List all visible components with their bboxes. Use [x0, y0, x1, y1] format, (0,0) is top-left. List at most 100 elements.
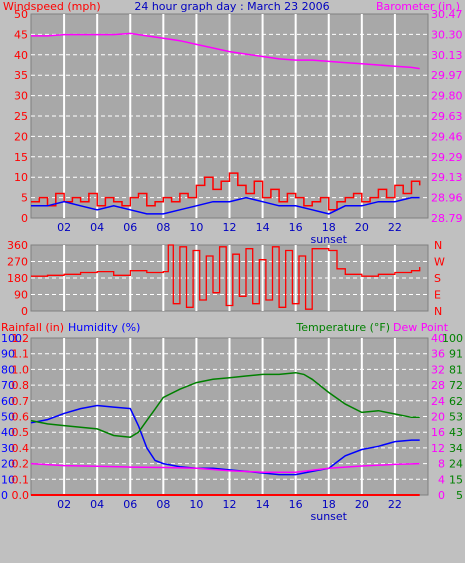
humidity-axis-title: Humidity (%) [68, 321, 140, 334]
climate-xtick-18: 18 [322, 498, 336, 511]
direction-ytick-0: 0 [21, 305, 28, 318]
climate-xtick-08: 08 [156, 498, 170, 511]
rain-ytick-9: 1.1 [12, 348, 30, 361]
wind-xtick-12: 12 [223, 221, 237, 234]
wind-ytick-35: 35 [14, 69, 28, 82]
wind-xtick-08: 08 [156, 221, 170, 234]
direction-compass-n-0: N [434, 239, 442, 252]
dew-ytick-4: 4 [438, 473, 445, 486]
wind-ytick-25: 25 [14, 110, 28, 123]
dew-ytick-0: 0 [438, 489, 445, 502]
dewpoint-axis-title: Dew Point [393, 321, 449, 334]
barometer-series-line [31, 32, 420, 70]
temp-ytick-100: 100 [442, 332, 463, 345]
baro-ytick-30.47: 30.47 [431, 8, 463, 21]
direction-compass-w-1: W [434, 256, 445, 269]
dew-ytick-16: 16 [431, 426, 445, 439]
rain-ytick-10: 1.2 [12, 332, 30, 345]
wind-ytick-10: 10 [14, 171, 28, 184]
rain-ytick-7: 0.8 [12, 379, 30, 392]
wind-sunset-label: sunset [311, 233, 348, 246]
dew-ytick-20: 20 [431, 411, 445, 424]
wind-ytick-20: 20 [14, 130, 28, 143]
wind-ytick-45: 45 [14, 28, 28, 41]
dew-point-series-line [30, 462, 420, 473]
humidity-ytick-70: 70 [1, 379, 15, 392]
climate-xtick-04: 04 [90, 498, 104, 511]
rain-ytick-3: 0.4 [12, 442, 30, 455]
humidity-ytick-80: 80 [1, 363, 15, 376]
rain-ytick-4: 0.5 [12, 426, 30, 439]
rain-ytick-2: 0.2 [12, 458, 30, 471]
climate-xtick-16: 16 [289, 498, 303, 511]
wind-ytick-15: 15 [14, 151, 28, 164]
wind-xtick-14: 14 [256, 221, 270, 234]
baro-ytick-29.46: 29.46 [431, 130, 463, 143]
baro-ytick-28.79: 28.79 [431, 212, 463, 225]
temp-ytick-15: 15 [449, 473, 463, 486]
climate-xtick-12: 12 [223, 498, 237, 511]
direction-compass-s-2: S [434, 272, 441, 285]
humidity-ytick-10: 10 [1, 473, 15, 486]
chart-title: 24 hour graph day : March 23 2006 [134, 0, 329, 13]
wind-ytick-40: 40 [14, 49, 28, 62]
temperature-series-line [30, 371, 420, 438]
rain-ytick-1: 0.1 [12, 473, 30, 486]
temp-ytick-81: 81 [449, 363, 463, 376]
temp-ytick-43: 43 [449, 426, 463, 439]
direction-compass-e-3: E [434, 289, 441, 302]
baro-ytick-30.30: 30.30 [431, 28, 463, 41]
humidity-ytick-40: 40 [1, 426, 15, 439]
humidity-series-line [30, 404, 420, 476]
baro-ytick-29.29: 29.29 [431, 151, 463, 164]
humidity-ytick-90: 90 [1, 348, 15, 361]
gust-series-line [31, 196, 420, 215]
wind-direction-series-line [31, 244, 421, 310]
wind-ytick-0: 0 [21, 212, 28, 225]
climate-xtick-22: 22 [388, 498, 402, 511]
direction-ytick-180: 180 [7, 272, 28, 285]
wind-xtick-20: 20 [355, 221, 369, 234]
climate-xtick-02: 02 [57, 498, 71, 511]
rain-ytick-5: 0.6 [12, 411, 30, 424]
baro-ytick-29.80: 29.80 [431, 90, 463, 103]
humidity-ytick-0: 0 [1, 489, 8, 502]
dew-ytick-28: 28 [431, 379, 445, 392]
rain-ytick-6: 0.7 [12, 395, 30, 408]
wind-xtick-02: 02 [57, 221, 71, 234]
temp-ytick-62: 62 [449, 395, 463, 408]
wind-xtick-10: 10 [189, 221, 203, 234]
baro-ytick-30.13: 30.13 [431, 49, 463, 62]
temp-ytick-72: 72 [449, 379, 463, 392]
rainfall-axis-title: Rainfall (in) [1, 321, 64, 334]
rain-ytick-0: 0.0 [12, 489, 30, 502]
direction-ytick-270: 270 [7, 256, 28, 269]
climate-sunset-label: sunset [311, 510, 348, 523]
direction-ytick-360: 360 [7, 239, 28, 252]
rain-ytick-8: 1.0 [12, 363, 30, 376]
direction-compass-n-4: N [434, 305, 442, 318]
wind-ytick-30: 30 [14, 90, 28, 103]
temp-ytick-24: 24 [449, 458, 463, 471]
dew-ytick-36: 36 [431, 348, 445, 361]
wind-ytick-5: 5 [21, 192, 28, 205]
temp-ytick-91: 91 [449, 348, 463, 361]
dew-ytick-40: 40 [431, 332, 445, 345]
dew-ytick-24: 24 [431, 395, 445, 408]
dew-ytick-12: 12 [431, 442, 445, 455]
barometer-axis-title: Barometer (in.) [376, 0, 460, 13]
humidity-ytick-60: 60 [1, 395, 15, 408]
humidity-ytick-100: 100 [1, 332, 22, 345]
baro-ytick-29.97: 29.97 [431, 69, 463, 82]
climate-xtick-14: 14 [256, 498, 270, 511]
temp-ytick-5: 5 [456, 489, 463, 502]
temp-ytick-53: 53 [449, 411, 463, 424]
wind-xtick-22: 22 [388, 221, 402, 234]
wind-xtick-04: 04 [90, 221, 104, 234]
direction-ytick-90: 90 [14, 289, 28, 302]
humidity-ytick-50: 50 [1, 411, 15, 424]
dew-ytick-32: 32 [431, 363, 445, 376]
wind-ytick-50: 50 [14, 8, 28, 21]
